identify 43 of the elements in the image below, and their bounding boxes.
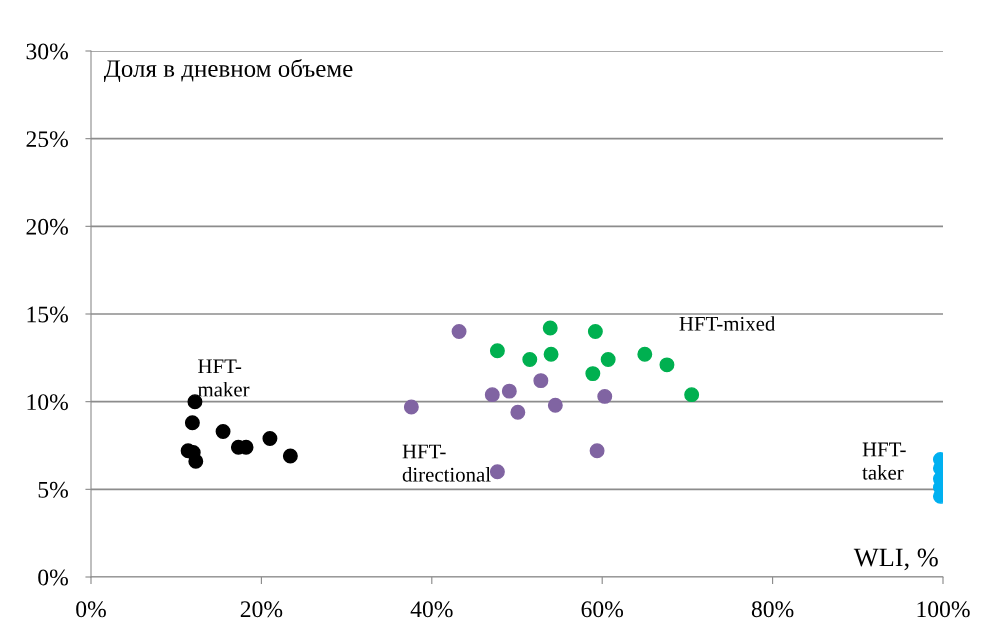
point bbox=[597, 388, 613, 404]
point bbox=[659, 357, 675, 373]
x-tick-label: 60% bbox=[581, 601, 624, 618]
point bbox=[589, 443, 605, 459]
point bbox=[403, 399, 419, 415]
point bbox=[637, 346, 653, 362]
x-tick-label: 0% bbox=[76, 601, 106, 618]
x-tick-label: 80% bbox=[751, 601, 794, 618]
x-tick-label: 20% bbox=[240, 601, 283, 618]
y-tick-label: 20% bbox=[26, 218, 68, 235]
x-tick-label: 100% bbox=[917, 601, 970, 618]
point bbox=[184, 415, 200, 431]
point bbox=[587, 324, 603, 339]
y-tick-label: 10% bbox=[27, 394, 68, 411]
point bbox=[542, 320, 558, 336]
y-tick-label: 5% bbox=[38, 481, 68, 498]
point bbox=[533, 373, 549, 389]
point bbox=[585, 366, 601, 382]
point bbox=[451, 324, 467, 339]
point bbox=[282, 448, 298, 464]
y-tick-label: 0% bbox=[38, 569, 68, 586]
point bbox=[543, 346, 559, 362]
point bbox=[510, 404, 526, 420]
point bbox=[262, 431, 278, 446]
y-tick-label: 15% bbox=[27, 306, 68, 323]
y-axis-title: Доля в дневном объеме bbox=[103, 58, 353, 83]
point bbox=[522, 352, 538, 368]
point bbox=[600, 352, 616, 368]
y-tick-label: 30% bbox=[26, 43, 68, 60]
point bbox=[489, 343, 505, 359]
series-label: HFT- directional bbox=[402, 444, 491, 482]
x-tick-label: 40% bbox=[410, 601, 453, 618]
series-label: HFT-mixed bbox=[679, 316, 776, 331]
point bbox=[547, 397, 563, 413]
series-label: HFT- taker bbox=[862, 442, 906, 480]
y-tick-label: 25% bbox=[26, 131, 68, 148]
point bbox=[501, 383, 517, 399]
x-axis-title: WLI, % bbox=[853, 548, 938, 571]
point bbox=[684, 387, 700, 403]
point bbox=[188, 453, 204, 469]
point bbox=[215, 424, 231, 439]
series-label: HFT- maker bbox=[197, 359, 250, 397]
point bbox=[484, 387, 500, 403]
